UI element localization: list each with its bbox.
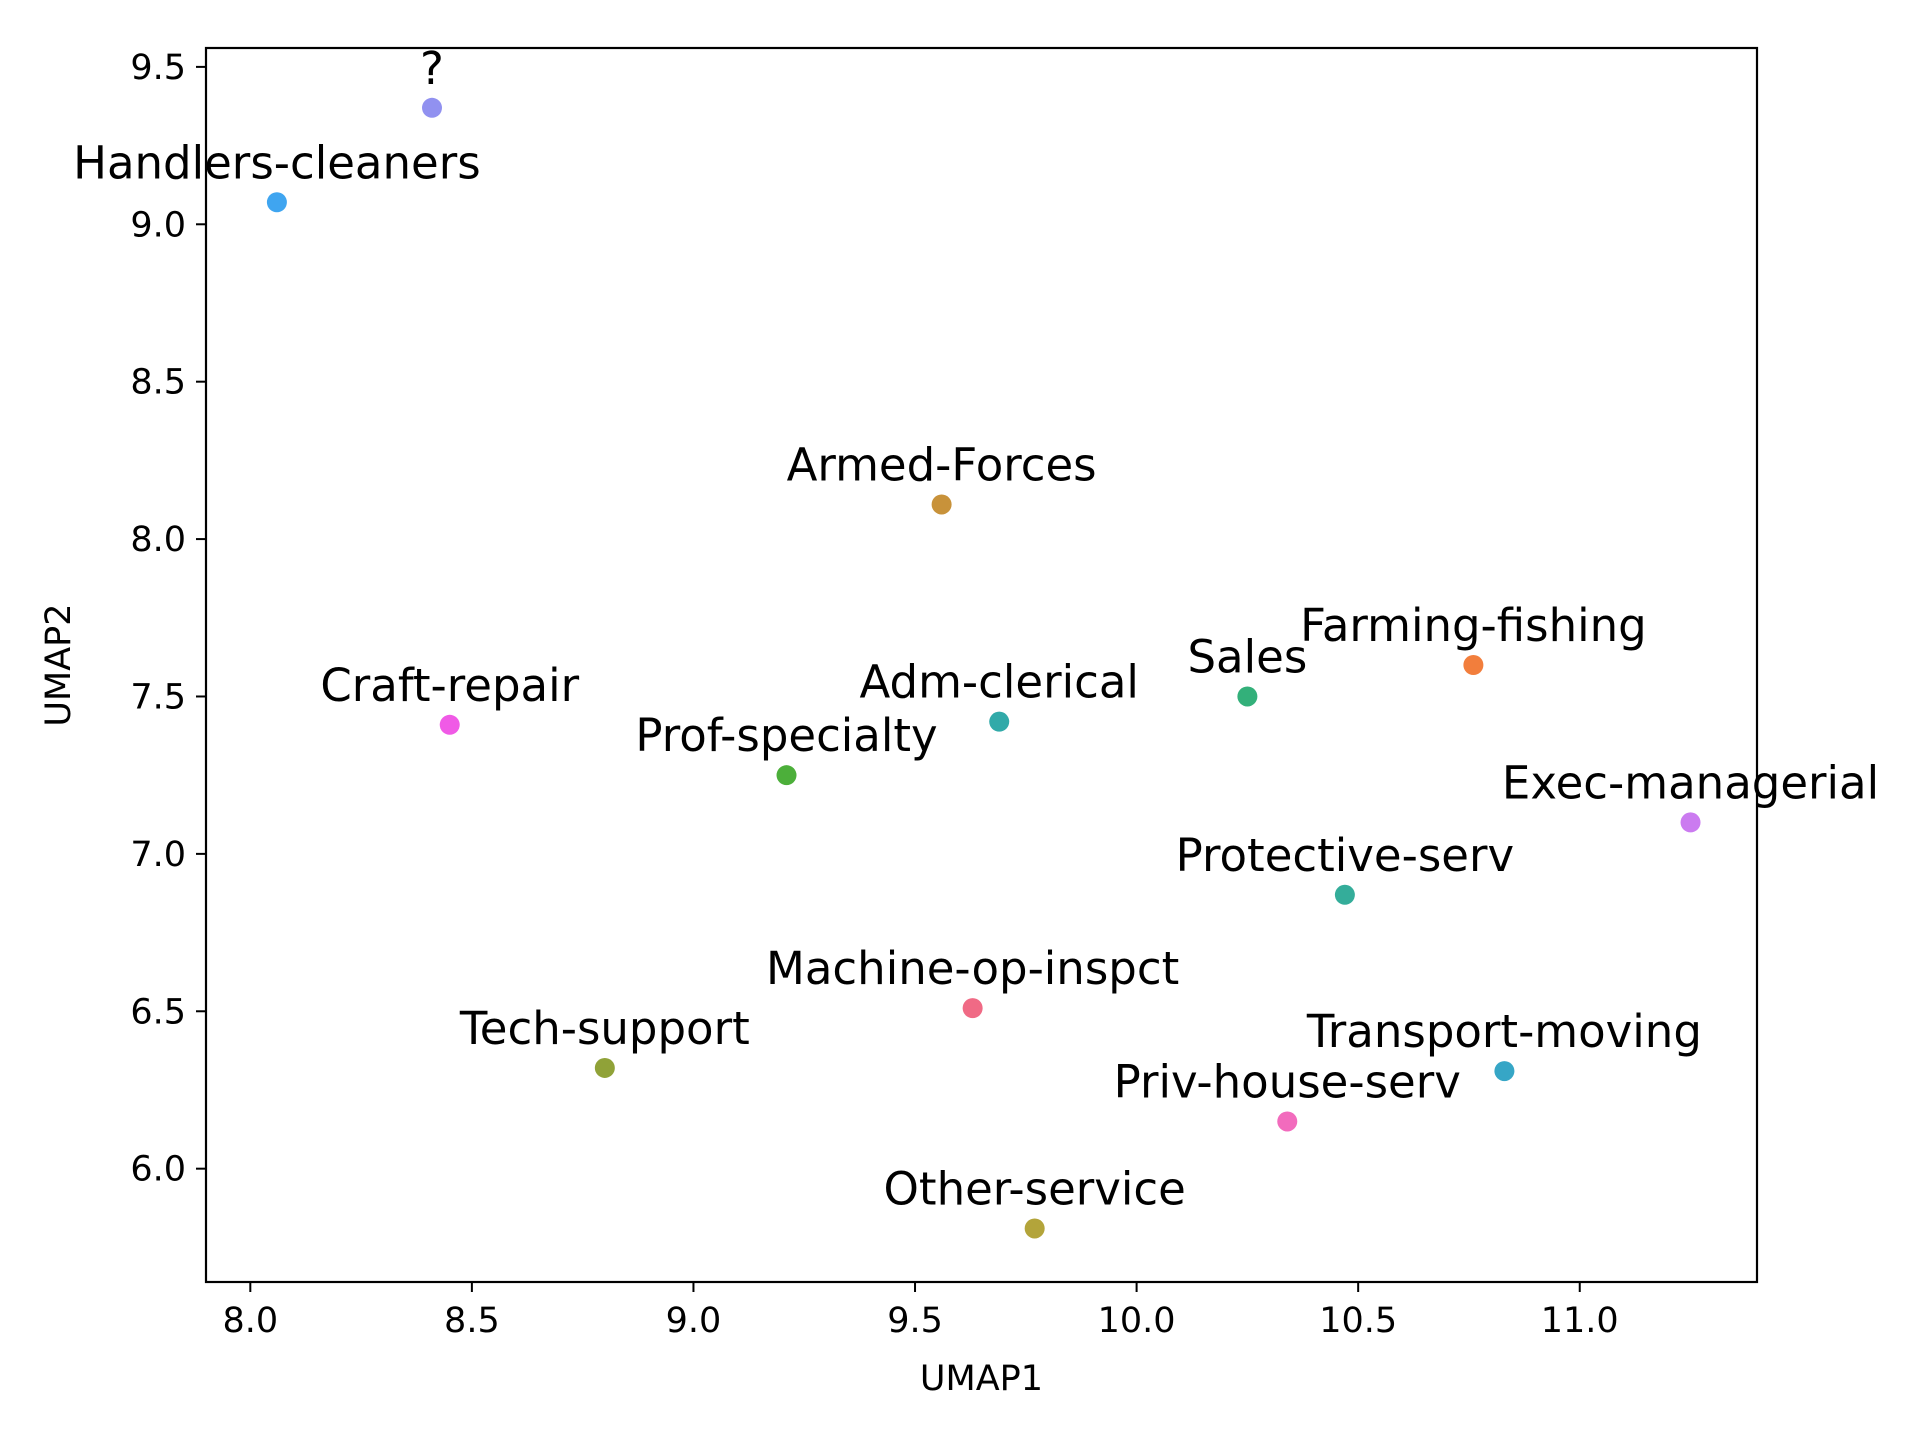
scatter-point (776, 765, 797, 786)
x-tick-label: 8.0 (222, 1301, 278, 1341)
x-axis-label: UMAP1 (920, 1359, 1043, 1399)
point-label: Priv-house-serv (1114, 1055, 1461, 1108)
point-label: Sales (1187, 630, 1307, 683)
point-label: Other-service (884, 1162, 1186, 1215)
point-label: Exec-managerial (1502, 756, 1879, 809)
point-label: Farming-fishing (1300, 599, 1647, 652)
y-tick-label: 8.0 (130, 520, 186, 560)
scatter-point (266, 192, 287, 213)
scatter-point (422, 97, 443, 118)
scatter-point (1494, 1061, 1515, 1082)
scatter-point (1277, 1111, 1298, 1132)
point-label: Armed-Forces (787, 438, 1097, 491)
scatter-point (931, 494, 952, 515)
scatter-point (594, 1057, 615, 1078)
scatter-point (962, 998, 983, 1019)
point-label: Prof-specialty (635, 709, 937, 762)
point-label: Craft-repair (320, 659, 579, 712)
x-tick-label: 9.5 (887, 1301, 943, 1341)
y-axis-label: UMAP2 (39, 603, 79, 726)
point-label: Adm-clerical (860, 656, 1139, 709)
point-label: Transport-moving (1306, 1005, 1702, 1058)
scatter-point (439, 714, 460, 735)
y-tick-label: 9.0 (130, 205, 186, 245)
scatter-point (1024, 1218, 1045, 1239)
x-axis-ticks: 8.0 8.5 9.0 9.5 10.0 10.5 11.0 (222, 1282, 1619, 1341)
scatter-point (1680, 812, 1701, 833)
y-tick-label: 7.0 (130, 835, 186, 875)
point-label: ? (420, 42, 444, 95)
scatter-point (1463, 655, 1484, 675)
x-tick-label: 11.0 (1541, 1301, 1619, 1341)
point-label: Handlers-cleaners (73, 136, 481, 189)
y-tick-label: 9.5 (130, 48, 186, 88)
scatter-point (1334, 884, 1355, 905)
plot-frame (204, 46, 1759, 1284)
point-label: Protective-serv (1176, 829, 1514, 882)
point-labels-layer: ? Handlers-cleaners Armed-Forces Farming-fi… (73, 42, 1879, 1216)
y-tick-label: 8.5 (130, 363, 186, 403)
x-tick-label: 10.5 (1319, 1301, 1397, 1341)
y-tick-label: 7.5 (130, 677, 186, 717)
y-tick-label: 6.0 (130, 1150, 186, 1190)
point-label: Machine-op-inspct (766, 942, 1179, 995)
scatter-point (1237, 686, 1258, 707)
y-axis-ticks: 6.0 6.5 7.0 7.5 8.0 8.5 9.0 9.5 (130, 48, 206, 1190)
x-tick-label: 10.0 (1098, 1301, 1176, 1341)
points-layer (266, 97, 1701, 1239)
scatter-point (989, 711, 1010, 732)
point-label: Tech-support (459, 1002, 750, 1055)
y-tick-label: 6.5 (130, 992, 186, 1032)
x-tick-label: 9.0 (666, 1301, 722, 1341)
x-tick-label: 8.5 (444, 1301, 500, 1341)
